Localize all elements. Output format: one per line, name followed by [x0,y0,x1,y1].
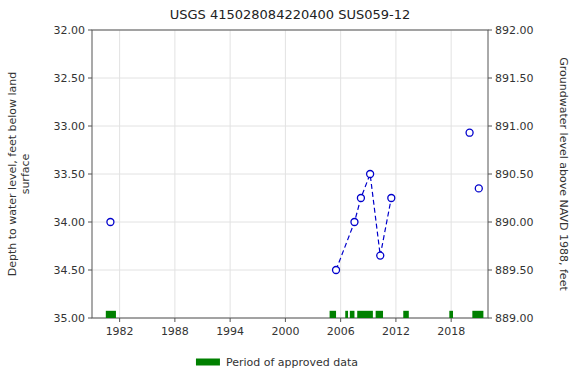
grid-line [92,126,488,127]
series-1 [333,171,395,274]
y-axis-label-line: Depth to water level, feet below land [6,72,19,277]
y-tick-label: 32.50 [54,72,86,85]
point [466,129,473,136]
y-tick-label: 32.00 [54,24,86,37]
x-tick [174,318,175,322]
y-tick [88,318,92,319]
chart: 1982 1988 1994 2000 2006 2012 2018 32.00 32.50 33… [0,0,576,384]
point [475,185,482,192]
grid-line [92,78,488,79]
point [351,219,358,226]
grid-line [92,270,488,271]
y2-tick-label: 889.50 [495,264,534,277]
y2-axis-label: Groundwater level above NAVD 1988, feet [557,57,570,291]
legend-swatch [196,359,220,366]
y2-tick-label: 891.50 [495,72,534,85]
y-tick [88,174,92,175]
x-tick-label: 1982 [106,325,134,338]
approved-period [449,311,453,318]
y2-tick-label: 890.00 [495,216,534,229]
y-tick-label: 34.50 [54,264,86,277]
x-tick [230,318,231,322]
point [388,195,395,202]
approved-period [106,311,116,318]
y-tick-label: 35.00 [54,312,86,325]
point [107,219,114,226]
y2-tick-label: 889.00 [495,312,534,325]
y-tick-label: 34.00 [54,216,86,229]
x-tick-label: 1988 [161,325,189,338]
x-tick-label: 2006 [327,325,355,338]
y-tick [88,126,92,127]
data-area [106,129,484,318]
series-0 [107,129,482,225]
x-tick-label: 2018 [437,325,465,338]
approved-period [472,311,483,318]
grid [92,30,488,318]
y-tick [88,222,92,223]
y-tick-label: 33.50 [54,168,86,181]
y2-tick [488,30,492,31]
x-tick [451,318,452,322]
y-axis-label: Depth to water level, feet below landsur… [6,72,32,277]
approved-period [330,311,336,318]
y2-tick [488,78,492,79]
y2-tick [488,222,492,223]
approved-period [403,311,409,318]
x-tick-label: 2000 [271,325,299,338]
x-tick [340,318,341,322]
point [377,252,384,259]
y-axis-label-line: surface [19,153,32,194]
approved-period [376,311,383,318]
legend-label: Period of approved data [226,356,358,369]
x-tick-label: 2012 [382,325,410,338]
plot-frame [92,30,488,318]
grid-line [92,174,488,175]
legend: Period of approved data [196,356,358,369]
y-tick [88,270,92,271]
y2-tick-label: 890.50 [495,168,534,181]
y-tick [88,78,92,79]
line [336,174,391,270]
x-tick-label: 1994 [216,325,244,338]
y2-tick [488,126,492,127]
y2-tick [488,174,492,175]
x-tick [285,318,286,322]
grid-line [92,222,488,223]
y2-tick [488,318,492,319]
point [357,195,364,202]
approved-period [357,311,373,318]
y-tick-label: 33.00 [54,120,86,133]
title: USGS 415028084220400 SUS059-12 [170,7,411,22]
y2-tick-label: 891.00 [495,120,534,133]
point [333,267,340,274]
y-tick [88,30,92,31]
approved-period [345,311,348,318]
x-tick [119,318,120,322]
approved-period [350,311,355,318]
x-tick [395,318,396,322]
background [0,0,576,384]
point [367,171,374,178]
series-2 [106,311,484,318]
y2-tick-label: 892.00 [495,24,534,37]
y2-tick [488,270,492,271]
